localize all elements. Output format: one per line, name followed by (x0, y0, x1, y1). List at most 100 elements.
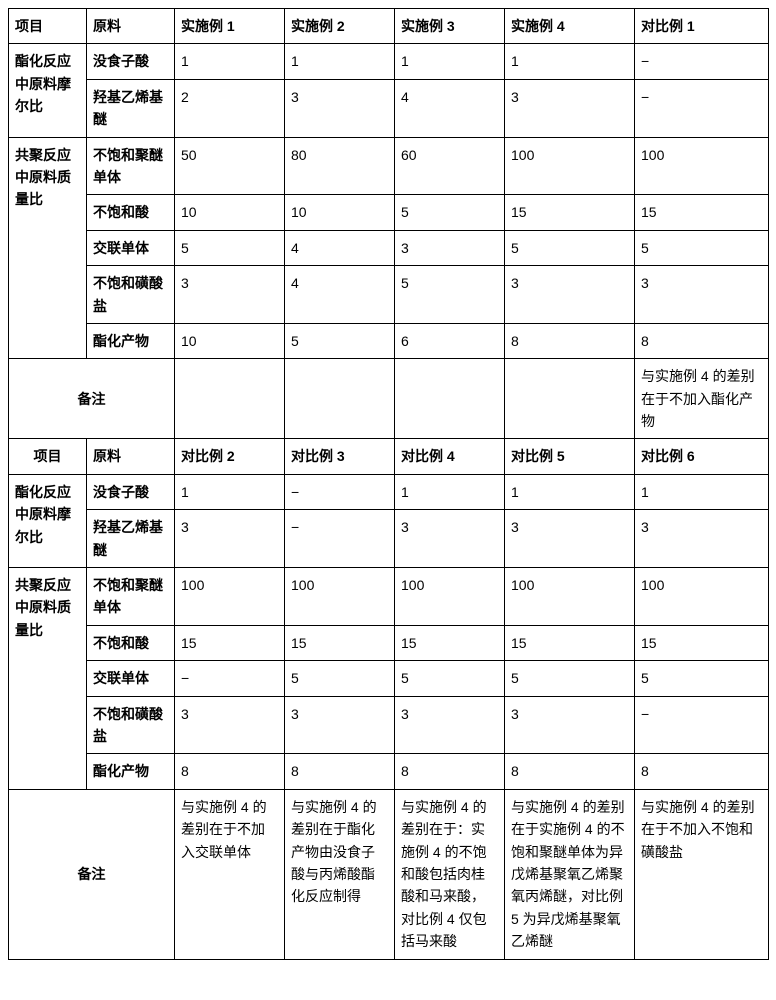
remark-cell: 与实施例 4 的差别在于不加入不饱和磺酸盐 (635, 789, 769, 959)
cell: 8 (635, 754, 769, 789)
cell: 8 (175, 754, 285, 789)
cell: 1 (175, 44, 285, 79)
cell: 3 (505, 79, 635, 137)
cell: 1 (395, 474, 505, 509)
remark-label: 备注 (9, 789, 175, 959)
cell: 6 (395, 323, 505, 358)
cell: 8 (505, 323, 635, 358)
cell: 10 (175, 195, 285, 230)
cell: 15 (505, 625, 635, 660)
cell: 8 (505, 754, 635, 789)
material-label: 不饱和聚醚单体 (87, 568, 175, 626)
cell: 2 (175, 79, 285, 137)
cell: − (635, 79, 769, 137)
material-label: 没食子酸 (87, 44, 175, 79)
cell: 4 (285, 266, 395, 324)
cell: 100 (635, 137, 769, 195)
material-label: 不饱和酸 (87, 195, 175, 230)
cell: 5 (395, 266, 505, 324)
material-label: 没食子酸 (87, 474, 175, 509)
cell: 15 (395, 625, 505, 660)
cell: 100 (505, 137, 635, 195)
table-row: 羟基乙烯基醚 2 3 4 3 − (9, 79, 769, 137)
cell: 3 (505, 510, 635, 568)
remark-cell: 与实施例 4 的差别在于：实施例 4 的不饱和酸包括肉桂酸和马来酸，对比例 4 … (395, 789, 505, 959)
cell: 100 (285, 568, 395, 626)
cell: 10 (285, 195, 395, 230)
cell: 15 (635, 625, 769, 660)
col-header: 原料 (87, 9, 175, 44)
table-row: 酯化产物 8 8 8 8 8 (9, 754, 769, 789)
group-label: 酯化反应中原料摩尔比 (9, 44, 87, 137)
cell: 15 (175, 625, 285, 660)
material-label: 羟基乙烯基醚 (87, 79, 175, 137)
col-header: 对比例 6 (635, 439, 769, 474)
remark-row: 备注 与实施例 4 的差别在于不加入酯化产物 (9, 359, 769, 439)
cell: 80 (285, 137, 395, 195)
cell: 8 (285, 754, 395, 789)
col-header: 实施例 3 (395, 9, 505, 44)
cell: 5 (395, 195, 505, 230)
cell: 1 (505, 474, 635, 509)
cell: − (285, 474, 395, 509)
table-row: 酯化反应中原料摩尔比 没食子酸 1 1 1 1 − (9, 44, 769, 79)
remark-cell: 与实施例 4 的差别在于不加入交联单体 (175, 789, 285, 959)
table-row: 共聚反应中原料质量比 不饱和聚醚单体 100 100 100 100 100 (9, 568, 769, 626)
remark-cell: 与实施例 4 的差别在于不加入酯化产物 (635, 359, 769, 439)
col-header: 原料 (87, 439, 175, 474)
col-header: 对比例 4 (395, 439, 505, 474)
remark-cell (285, 359, 395, 439)
table-row: 交联单体 − 5 5 5 5 (9, 661, 769, 696)
cell: 15 (505, 195, 635, 230)
material-label: 酯化产物 (87, 754, 175, 789)
cell: 5 (285, 323, 395, 358)
cell: 1 (175, 474, 285, 509)
cell: 5 (635, 230, 769, 265)
table-row: 交联单体 5 4 3 5 5 (9, 230, 769, 265)
material-label: 不饱和酸 (87, 625, 175, 660)
remark-cell (175, 359, 285, 439)
cell: 5 (505, 661, 635, 696)
table-header-row: 项目 原料 对比例 2 对比例 3 对比例 4 对比例 5 对比例 6 (9, 439, 769, 474)
cell: 100 (395, 568, 505, 626)
col-header: 对比例 2 (175, 439, 285, 474)
group-label: 共聚反应中原料质量比 (9, 568, 87, 790)
table-row: 共聚反应中原料质量比 不饱和聚醚单体 50 80 60 100 100 (9, 137, 769, 195)
cell: 3 (175, 696, 285, 754)
material-label: 羟基乙烯基醚 (87, 510, 175, 568)
col-header: 实施例 4 (505, 9, 635, 44)
cell: 15 (285, 625, 395, 660)
group-label: 共聚反应中原料质量比 (9, 137, 87, 359)
remark-cell: 与实施例 4 的差别在于实施例 4 的不饱和聚醚单体为异戊烯基聚氧乙烯聚氧丙烯醚… (505, 789, 635, 959)
cell: 3 (635, 510, 769, 568)
cell: 1 (285, 44, 395, 79)
cell: 60 (395, 137, 505, 195)
col-header: 实施例 1 (175, 9, 285, 44)
cell: 3 (635, 266, 769, 324)
cell: 15 (635, 195, 769, 230)
cell: − (285, 510, 395, 568)
cell: 100 (505, 568, 635, 626)
cell: 100 (635, 568, 769, 626)
col-header: 项目 (9, 9, 87, 44)
cell: 5 (285, 661, 395, 696)
group-label: 酯化反应中原料摩尔比 (9, 474, 87, 567)
cell: 3 (505, 266, 635, 324)
cell: − (175, 661, 285, 696)
material-label: 交联单体 (87, 230, 175, 265)
cell: 4 (395, 79, 505, 137)
cell: 50 (175, 137, 285, 195)
cell: 1 (395, 44, 505, 79)
material-label: 不饱和磺酸盐 (87, 266, 175, 324)
cell: 3 (285, 696, 395, 754)
cell: 4 (285, 230, 395, 265)
table-row: 不饱和磺酸盐 3 4 5 3 3 (9, 266, 769, 324)
material-label: 酯化产物 (87, 323, 175, 358)
cell: 5 (635, 661, 769, 696)
cell: 100 (175, 568, 285, 626)
cell: 3 (175, 510, 285, 568)
cell: − (635, 696, 769, 754)
cell: 3 (285, 79, 395, 137)
cell: 3 (395, 696, 505, 754)
cell: 8 (635, 323, 769, 358)
